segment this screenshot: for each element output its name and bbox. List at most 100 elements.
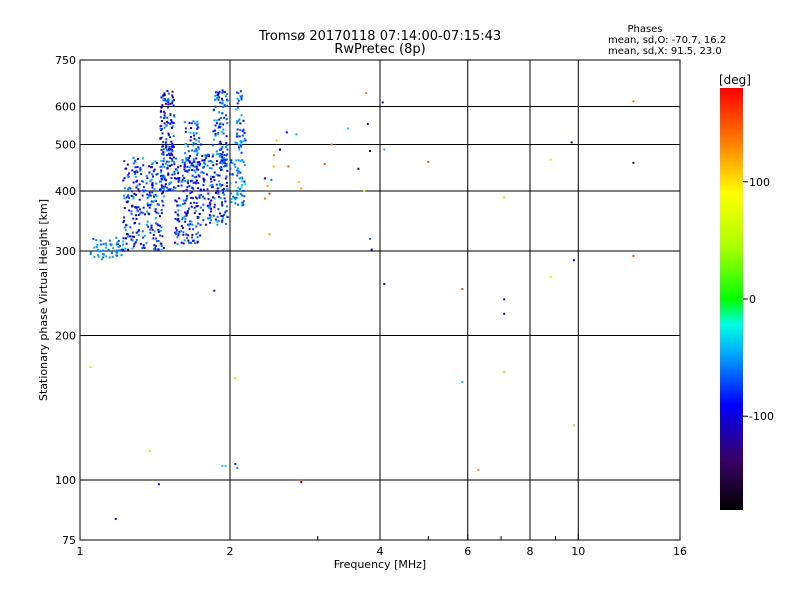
data-point	[154, 245, 157, 247]
data-point	[175, 200, 178, 203]
data-point	[192, 142, 195, 144]
data-point	[229, 182, 232, 185]
data-point	[216, 220, 219, 223]
data-point	[171, 158, 173, 160]
data-point	[163, 94, 166, 97]
data-point	[194, 181, 197, 184]
data-point	[183, 177, 186, 179]
data-point	[201, 155, 204, 158]
data-point	[427, 160, 430, 163]
data-point	[190, 196, 193, 199]
data-point	[214, 94, 217, 97]
data-point	[139, 166, 142, 169]
data-point	[241, 180, 244, 183]
data-point	[109, 243, 112, 246]
data-point	[155, 195, 158, 198]
data-point	[159, 180, 162, 183]
data-point	[197, 168, 200, 171]
data-point	[187, 239, 190, 242]
data-point	[175, 177, 178, 180]
data-point	[148, 194, 151, 197]
data-point	[156, 223, 159, 226]
data-point	[193, 201, 196, 204]
data-point	[166, 106, 169, 109]
data-point	[173, 99, 175, 102]
data-point	[170, 177, 173, 180]
data-point	[197, 140, 200, 143]
data-point	[157, 228, 160, 231]
data-point	[163, 126, 166, 129]
data-point	[161, 95, 164, 98]
data-point	[189, 192, 192, 195]
data-point	[236, 121, 238, 124]
data-point	[185, 233, 188, 236]
data-point	[230, 201, 233, 203]
data-point	[159, 224, 161, 227]
data-point	[108, 256, 111, 259]
data-point	[171, 159, 174, 162]
data-point	[139, 169, 142, 172]
grid-lines	[80, 60, 680, 540]
data-point	[132, 217, 135, 220]
data-point	[234, 202, 237, 205]
data-point	[202, 184, 205, 187]
data-point	[193, 137, 196, 140]
data-point	[117, 243, 119, 246]
data-point	[160, 208, 163, 211]
data-point	[140, 180, 143, 183]
data-point	[132, 181, 135, 184]
data-point	[195, 139, 198, 142]
x-tick-label: 16	[673, 545, 687, 558]
data-point	[160, 110, 162, 113]
data-point	[570, 141, 573, 144]
data-point	[184, 164, 186, 167]
data-point	[98, 250, 101, 253]
data-point	[194, 242, 196, 245]
data-point	[155, 182, 158, 185]
data-point	[188, 169, 190, 172]
data-point	[221, 189, 224, 191]
data-point	[212, 138, 215, 141]
data-point	[136, 158, 139, 160]
data-point	[160, 242, 163, 245]
data-point	[203, 161, 206, 164]
data-point	[215, 91, 218, 94]
data-point	[148, 449, 151, 452]
data-point	[122, 179, 125, 182]
data-point	[186, 180, 189, 183]
data-point	[123, 160, 126, 163]
data-point	[193, 169, 196, 172]
colorbar-tick-label: -100	[749, 410, 774, 423]
data-point	[126, 233, 129, 236]
data-point	[236, 132, 239, 135]
data-point	[135, 217, 138, 220]
data-point	[154, 210, 157, 213]
data-point	[209, 178, 212, 180]
data-point	[135, 214, 138, 217]
data-point	[178, 197, 181, 200]
data-point	[181, 218, 184, 221]
data-point	[206, 154, 209, 157]
data-point	[142, 246, 145, 249]
data-point	[266, 184, 269, 187]
data-point	[217, 98, 220, 101]
data-point	[160, 159, 163, 162]
data-point	[134, 166, 137, 169]
data-point	[162, 195, 165, 198]
data-point	[174, 211, 177, 214]
data-point	[207, 198, 210, 200]
data-point	[300, 187, 303, 190]
data-point	[295, 133, 298, 136]
data-point	[221, 204, 224, 207]
data-point	[142, 157, 145, 160]
colorbar-tick-label: 100	[749, 176, 770, 189]
data-point	[148, 165, 151, 168]
data-point	[383, 148, 386, 151]
data-point	[243, 180, 246, 183]
data-point	[191, 186, 194, 189]
data-point	[222, 217, 225, 219]
data-point	[196, 154, 198, 157]
data-point	[212, 164, 215, 167]
data-point	[171, 90, 174, 93]
data-point	[214, 132, 217, 135]
